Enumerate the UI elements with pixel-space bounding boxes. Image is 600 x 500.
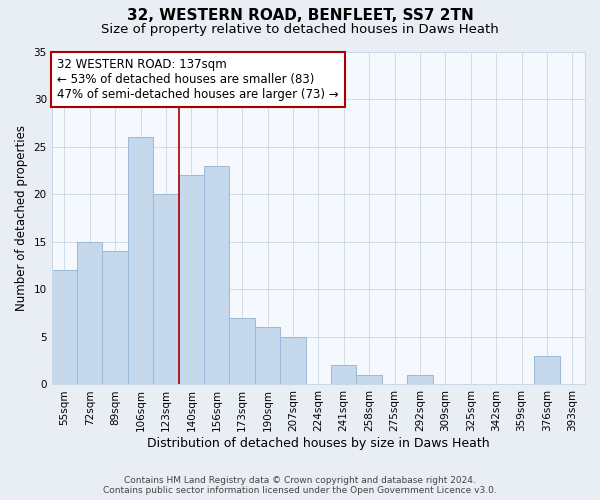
- Bar: [280, 337, 305, 384]
- Bar: [128, 137, 153, 384]
- Y-axis label: Number of detached properties: Number of detached properties: [15, 125, 28, 311]
- Bar: [204, 166, 229, 384]
- Bar: [255, 328, 280, 384]
- Bar: [331, 366, 356, 384]
- Bar: [52, 270, 77, 384]
- Bar: [179, 175, 204, 384]
- Bar: [229, 318, 255, 384]
- Text: Contains HM Land Registry data © Crown copyright and database right 2024.
Contai: Contains HM Land Registry data © Crown c…: [103, 476, 497, 495]
- X-axis label: Distribution of detached houses by size in Daws Heath: Distribution of detached houses by size …: [147, 437, 490, 450]
- Bar: [153, 194, 179, 384]
- Bar: [407, 375, 433, 384]
- Bar: [356, 375, 382, 384]
- Text: 32, WESTERN ROAD, BENFLEET, SS7 2TN: 32, WESTERN ROAD, BENFLEET, SS7 2TN: [127, 8, 473, 22]
- Text: 32 WESTERN ROAD: 137sqm
← 53% of detached houses are smaller (83)
47% of semi-de: 32 WESTERN ROAD: 137sqm ← 53% of detache…: [57, 58, 338, 101]
- Bar: [103, 252, 128, 384]
- Bar: [77, 242, 103, 384]
- Text: Size of property relative to detached houses in Daws Heath: Size of property relative to detached ho…: [101, 22, 499, 36]
- Bar: [534, 356, 560, 384]
